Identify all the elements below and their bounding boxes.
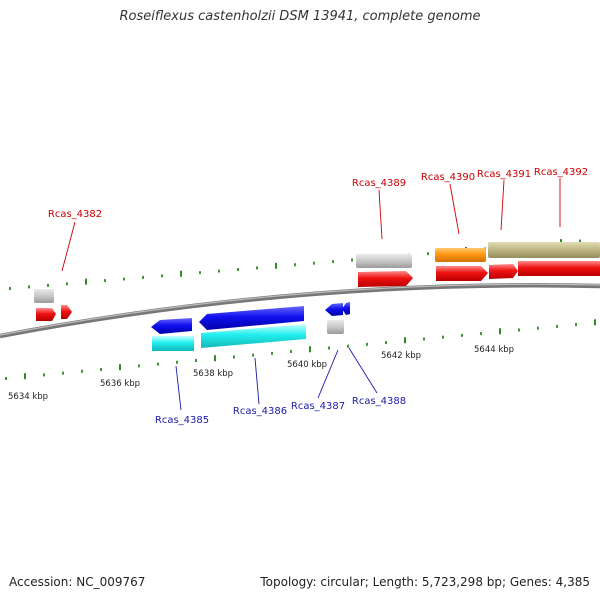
kbp-label: 5634 kbp xyxy=(8,392,48,402)
topology-text: Topology: circular; Length: 5,723,298 bp… xyxy=(260,575,590,589)
leader-line xyxy=(317,349,339,399)
kbp-scale-labels: 5634 kbp 5636 kbp 5638 kbp 5640 kbp 5642… xyxy=(8,345,514,402)
forward-orange-feature[interactable] xyxy=(435,248,486,262)
forward-gene-rcas-4392[interactable] xyxy=(518,261,600,276)
reverse-gene-rcas-4387[interactable] xyxy=(325,303,343,316)
reverse-gene-rcas-4386[interactable] xyxy=(199,306,304,330)
gene-label[interactable]: Rcas_4385 xyxy=(155,415,209,426)
leader-line xyxy=(449,183,460,235)
reverse-features xyxy=(151,302,350,351)
kbp-label: 5638 kbp xyxy=(193,369,233,379)
leader-line xyxy=(348,347,378,394)
reverse-tick-row xyxy=(5,319,596,380)
gene-label[interactable]: Rcas_4392 xyxy=(534,167,588,178)
genome-backbone-highlight xyxy=(0,283,600,336)
forward-gene-small[interactable] xyxy=(61,305,72,319)
forward-gene-rcas-4382[interactable] xyxy=(36,308,56,321)
gene-label[interactable]: Rcas_4391 xyxy=(477,169,531,180)
accession-text: Accession: NC_009767 xyxy=(9,575,146,589)
label-leader-lines xyxy=(61,178,561,411)
forward-gene-labels: Rcas_4382 Rcas_4389 Rcas_4390 Rcas_4391 … xyxy=(48,167,588,220)
gene-label[interactable]: Rcas_4389 xyxy=(352,178,406,189)
forward-grey-feature[interactable] xyxy=(34,289,54,303)
kbp-label: 5636 kbp xyxy=(100,379,140,389)
reverse-rna-rcas-4386[interactable] xyxy=(201,324,306,348)
reverse-gene-labels: Rcas_4385 Rcas_4386 Rcas_4387 Rcas_4388 xyxy=(155,396,406,426)
forward-gene-rcas-4389[interactable] xyxy=(358,271,413,287)
genome-backbone xyxy=(0,282,600,339)
kbp-label: 5640 kbp xyxy=(287,360,327,370)
gene-label[interactable]: Rcas_4387 xyxy=(291,401,345,412)
kbp-label: 5644 kbp xyxy=(474,345,514,355)
gene-label[interactable]: Rcas_4382 xyxy=(48,209,102,220)
forward-features xyxy=(34,242,600,321)
gene-label[interactable]: Rcas_4388 xyxy=(352,396,406,407)
forward-khaki-feature[interactable] xyxy=(488,242,600,258)
map-title: Roseiflexus castenholzii DSM 13941, comp… xyxy=(119,9,481,24)
gene-label[interactable]: Rcas_4386 xyxy=(233,406,287,417)
leader-line xyxy=(175,365,182,411)
leader-line xyxy=(500,179,505,231)
forward-grey-feature[interactable] xyxy=(356,254,412,268)
forward-gene-rcas-4391[interactable] xyxy=(489,264,518,279)
kbp-label: 5642 kbp xyxy=(381,351,421,361)
leader-line xyxy=(61,221,76,272)
reverse-rna-rcas-4385[interactable] xyxy=(152,336,194,351)
reverse-grey-feature[interactable] xyxy=(327,320,344,334)
forward-gene-rcas-4390[interactable] xyxy=(436,266,488,281)
gene-label[interactable]: Rcas_4390 xyxy=(421,172,475,183)
reverse-gene-rcas-4385[interactable] xyxy=(151,318,192,334)
leader-line xyxy=(254,357,260,405)
leader-line xyxy=(378,189,383,240)
reverse-gene-rcas-4388[interactable] xyxy=(342,302,350,315)
